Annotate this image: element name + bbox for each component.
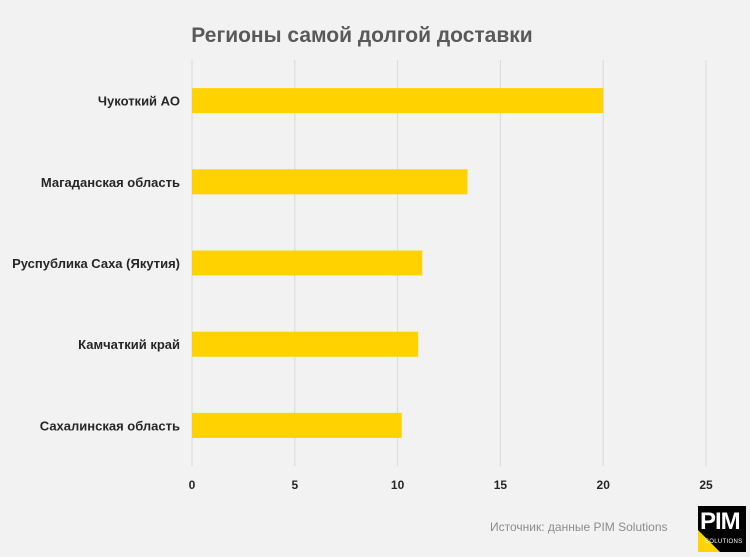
x-tick-label: 25 [699, 478, 713, 492]
x-tick-label: 0 [189, 478, 196, 492]
bar [192, 169, 468, 195]
bar [192, 331, 419, 357]
x-tick-label: 20 [597, 478, 611, 492]
source-note: Источник: данные PIM Solutions [490, 520, 668, 534]
x-tick-labels: 0 5 10 15 20 25 [189, 478, 713, 492]
category-label: Камчаткий край [78, 337, 180, 352]
bar [192, 88, 604, 114]
category-label: Руспублика Саха (Якутия) [12, 256, 180, 271]
chart-title: Регионы самой долгой доставки [191, 24, 532, 47]
x-tick-label: 5 [291, 478, 298, 492]
bar [192, 412, 402, 438]
bars [192, 88, 604, 438]
pim-logo: PIM SOLUTIONS [698, 506, 746, 552]
logo-triangle-icon [698, 530, 720, 552]
x-tick-label: 15 [494, 478, 508, 492]
category-labels: Чукоткий АО Магаданская область Руспублика… [12, 94, 180, 434]
logo-text: PIM [700, 508, 741, 535]
logo-subtext: SOLUTIONS [705, 539, 743, 545]
bar [192, 250, 423, 276]
category-label: Сахалинская область [40, 418, 180, 433]
category-label: Чукоткий АО [98, 94, 180, 109]
x-tick-label: 10 [391, 478, 405, 492]
category-label: Магаданская область [41, 175, 180, 190]
